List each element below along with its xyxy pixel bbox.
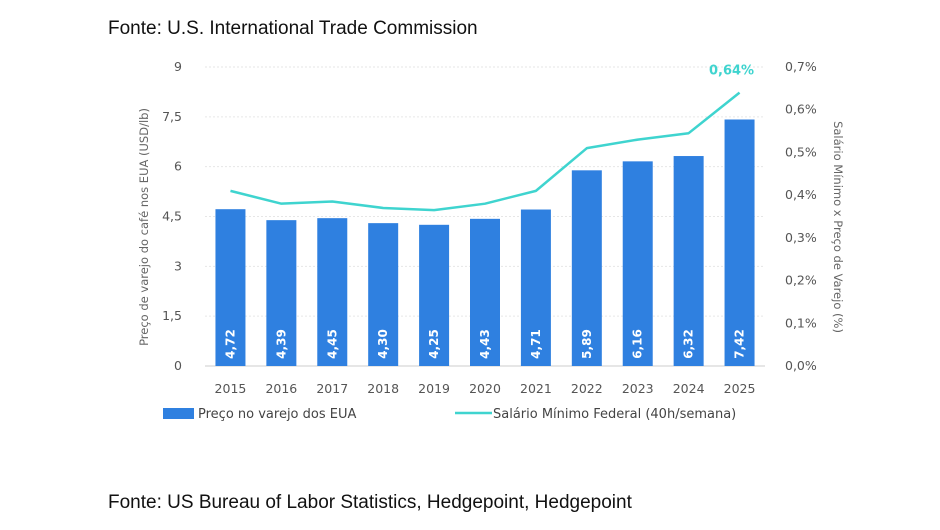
bar-2021 [520,209,551,366]
bar-2022 [571,170,602,366]
bar-2016 [266,220,297,366]
x-axis-ticks: 2015 2016 2017 2018 2019 2020 2021 2022 2023 2024… [215,381,756,396]
x-tick-label: 2023 [622,381,654,396]
right-tick-label: 0,7% [785,59,817,74]
bar-2025 [724,119,755,366]
right-tick-label: 0,2% [785,273,817,288]
right-tick-label: 0,6% [785,102,817,117]
bar-value-label: 4,72 [223,329,237,359]
left-tick-label: 1,5 [162,308,182,323]
source-caption-bottom: Fonte: US Bureau of Labor Statistics, He… [108,492,632,513]
bar-value-label: 4,25 [427,329,441,359]
bar-value-label: 4,39 [274,329,288,359]
x-tick-label: 2016 [265,381,297,396]
legend-label-bar: Preço no varejo dos EUA [198,407,356,422]
right-tick-label: 0,5% [785,144,817,159]
bar-2015 [215,209,246,366]
right-tick-label: 0,3% [785,230,817,245]
bar-value-label: 4,71 [529,329,543,359]
bar-value-label: 4,30 [376,329,390,359]
coffee-price-chart: 4,72 4,39 4,45 4,30 4,25 4,43 4,71 5,89 6,16 6,32… [137,59,845,422]
right-tick-label: 0,0% [785,358,817,373]
x-tick-label: 2015 [215,381,247,396]
legend: Preço no varejo dos EUA Salário Mínimo F… [163,407,736,422]
line-salario-minimo [230,91,741,212]
left-tick-label: 9 [174,59,182,74]
left-tick-label: 0 [174,358,182,373]
bar-2023 [622,161,653,366]
bar-value-label: 6,32 [682,329,696,359]
line-series: 0,64% [230,64,754,212]
bar-series: 4,72 4,39 4,45 4,30 4,25 4,43 4,71 5,89 6,16 6,32… [215,119,755,366]
bar-value-label: 7,42 [733,329,747,359]
right-axis-title: Salário Mínimo x Preço de Varejo (%) [831,121,845,333]
source-caption-top: Fonte: U.S. International Trade Commissi… [108,18,478,39]
x-tick-label: 2022 [571,381,603,396]
x-tick-label: 2020 [469,381,501,396]
right-axis-ticks: 0,0% 0,1% 0,2% 0,3% 0,4% 0,5% 0,6% 0,7% [785,59,817,373]
bar-2018 [368,223,399,366]
x-tick-label: 2019 [418,381,450,396]
bar-2017 [317,218,348,366]
left-tick-label: 7,5 [162,109,182,124]
bar-2019 [419,224,450,366]
left-tick-label: 3 [174,258,182,273]
bar-2020 [470,218,500,366]
bar-value-label: 4,45 [325,329,339,359]
left-axis-title: Preço de varejo do café nos EUA (USD/lb) [137,108,151,346]
left-tick-label: 6 [174,159,182,174]
x-tick-label: 2025 [724,381,756,396]
x-tick-label: 2021 [520,381,552,396]
bar-value-label: 6,16 [631,329,645,359]
right-tick-label: 0,4% [785,187,817,202]
x-tick-label: 2024 [673,381,705,396]
x-tick-label: 2017 [316,381,348,396]
bar-2024 [673,156,704,366]
left-axis-ticks: 0 1,5 3 4,5 6 7,5 9 [162,59,182,373]
bar-value-label: 4,43 [478,329,492,359]
bar-value-label: 5,89 [580,329,594,359]
legend-swatch-bar [163,408,194,419]
legend-label-line: Salário Mínimo Federal (40h/semana) [493,407,736,422]
right-tick-label: 0,1% [785,315,817,330]
left-tick-label: 4,5 [162,209,182,224]
line-end-label: 0,64% [709,64,754,79]
x-tick-label: 2018 [367,381,399,396]
